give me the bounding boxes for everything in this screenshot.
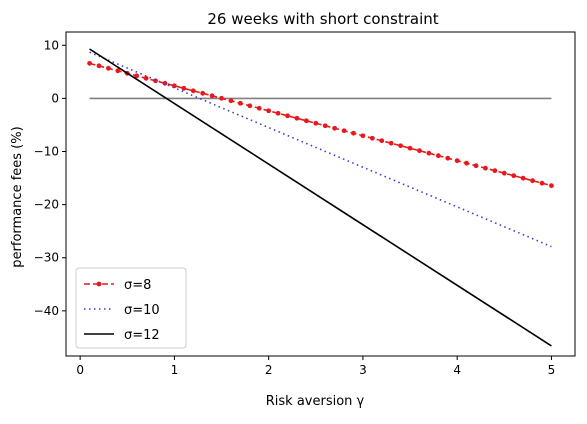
y-tick-label: 10 bbox=[44, 38, 59, 52]
data-point bbox=[341, 128, 347, 134]
data-point bbox=[106, 65, 111, 71]
data-point bbox=[181, 85, 187, 91]
data-point bbox=[332, 125, 338, 131]
y-axis-label: performance fees (%) bbox=[10, 126, 25, 267]
data-point bbox=[351, 130, 356, 136]
y-tick-label: −40 bbox=[34, 304, 59, 318]
data-point bbox=[417, 148, 422, 154]
data-point bbox=[228, 98, 234, 104]
data-point bbox=[492, 168, 498, 174]
series-line-3 bbox=[89, 48, 552, 347]
data-point bbox=[303, 118, 309, 124]
data-point bbox=[219, 95, 224, 101]
x-tick-label: 4 bbox=[453, 363, 461, 377]
data-point bbox=[379, 138, 385, 144]
data-point bbox=[549, 183, 554, 189]
data-point bbox=[115, 68, 121, 74]
y-tick-label: −10 bbox=[34, 145, 59, 159]
data-point bbox=[511, 173, 517, 179]
data-point bbox=[256, 105, 262, 111]
data-point bbox=[322, 123, 328, 129]
data-point bbox=[539, 180, 545, 186]
y-tick-label: −20 bbox=[34, 198, 59, 212]
data-point bbox=[87, 60, 92, 66]
x-axis-label: Risk aversion γ bbox=[266, 394, 365, 409]
legend: σ=8 σ=10 σ=12 bbox=[75, 267, 187, 349]
data-point bbox=[200, 90, 206, 96]
data-point bbox=[426, 150, 432, 156]
data-point bbox=[190, 88, 196, 94]
data-point bbox=[266, 108, 272, 114]
axes-frame bbox=[65, 31, 576, 357]
data-point bbox=[247, 103, 253, 109]
data-point bbox=[143, 75, 149, 81]
data-point bbox=[285, 113, 290, 119]
data-point bbox=[435, 153, 441, 159]
data-point bbox=[473, 163, 479, 169]
data-point bbox=[483, 165, 488, 171]
data-point bbox=[464, 160, 470, 166]
y-tick-label: 0 bbox=[51, 91, 59, 105]
data-point bbox=[237, 100, 243, 106]
legend-label-1: σ=8 bbox=[124, 278, 151, 293]
data-point bbox=[134, 73, 140, 79]
legend-box bbox=[75, 267, 187, 349]
data-point bbox=[275, 110, 281, 116]
data-point bbox=[407, 145, 413, 151]
y-tick-label: −30 bbox=[34, 251, 59, 265]
data-point bbox=[209, 93, 215, 99]
x-tick-label: 1 bbox=[171, 363, 179, 377]
data-point bbox=[454, 158, 460, 164]
x-tick-label: 3 bbox=[359, 363, 367, 377]
data-point bbox=[360, 133, 366, 139]
data-point bbox=[530, 178, 535, 184]
data-point bbox=[398, 143, 404, 149]
data-point bbox=[294, 115, 300, 121]
legend-label-3: σ=12 bbox=[124, 328, 160, 343]
data-point bbox=[369, 135, 375, 141]
series-line-2 bbox=[89, 51, 552, 248]
x-tick-label: 2 bbox=[265, 363, 273, 377]
x-tick-label: 0 bbox=[76, 363, 84, 377]
data-point bbox=[520, 175, 526, 181]
x-tick-label: 5 bbox=[548, 363, 556, 377]
legend-label-2: σ=10 bbox=[124, 303, 160, 318]
data-point bbox=[96, 63, 102, 69]
legend-marker bbox=[96, 281, 102, 287]
data-point bbox=[162, 80, 168, 86]
plot-area bbox=[87, 48, 554, 347]
axes: 0 1 2 3 4 5 −40 −30 −20 −10 0 10 bbox=[34, 31, 576, 377]
data-point bbox=[388, 140, 394, 146]
data-point bbox=[445, 155, 451, 161]
data-point bbox=[313, 120, 319, 126]
data-point bbox=[501, 170, 507, 176]
chart-title: 26 weeks with short constraint bbox=[207, 10, 438, 28]
